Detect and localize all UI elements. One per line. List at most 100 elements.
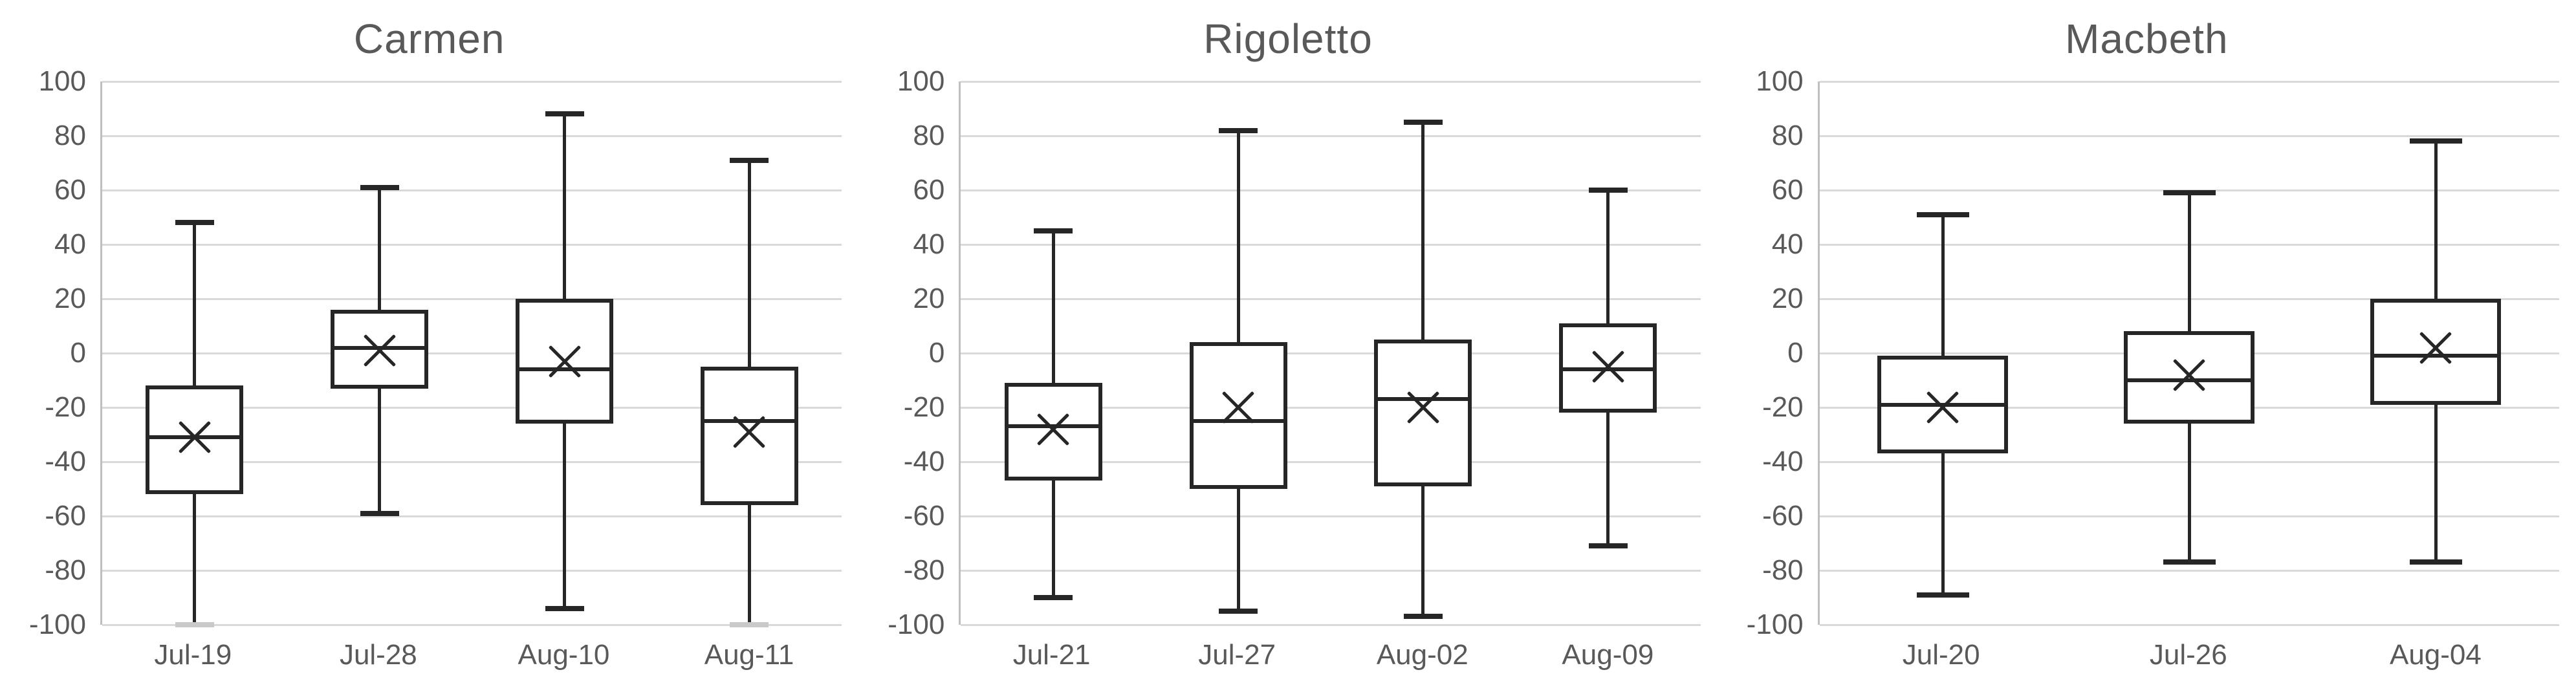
- y-tick-label: -80: [45, 554, 86, 586]
- median-line: [2370, 354, 2502, 358]
- y-tick-label: 40: [54, 228, 86, 260]
- y-tick-label: 100: [897, 65, 945, 97]
- whisker-min-cap: [2409, 559, 2462, 565]
- x-axis-category-label: Jul-26: [2149, 639, 2227, 671]
- y-tick-label: -40: [45, 446, 86, 477]
- x-axis-category-label: Jul-20: [1902, 639, 1980, 671]
- gridline: [102, 81, 842, 83]
- y-axis-tick-labels: 100 80 60 40 20 0 -20 -40 -60 -80 -100: [858, 65, 959, 640]
- whisker-max-cap: [1916, 211, 1969, 217]
- whisker-min-cap: [1588, 543, 1628, 549]
- y-tick-label: 60: [1771, 174, 1804, 206]
- whisker-min-cap: [360, 510, 399, 516]
- gridline: [1819, 81, 2559, 83]
- lower-whisker: [747, 505, 751, 625]
- median-line: [1374, 397, 1472, 402]
- whisker-min-cap: [1219, 609, 1258, 614]
- upper-whisker: [378, 187, 382, 310]
- y-tick-label: 0: [928, 337, 945, 369]
- y-tick-label: -40: [903, 446, 945, 477]
- mean-x-marker: [1925, 389, 1961, 426]
- whisker-max-cap: [1219, 127, 1258, 133]
- mean-x-marker: [1035, 411, 1071, 448]
- upper-whisker: [1421, 122, 1425, 340]
- gridline: [1819, 135, 2559, 137]
- y-tick-label: 20: [913, 283, 945, 314]
- gridline: [961, 407, 1701, 409]
- gridline: [102, 352, 842, 354]
- y-tick-label: 80: [913, 120, 945, 151]
- x-axis-category-label: Jul-28: [339, 639, 417, 671]
- gridline: [961, 244, 1701, 246]
- y-tick-label: -80: [903, 554, 945, 586]
- y-tick-label: 0: [1787, 337, 1804, 369]
- upper-whisker: [563, 114, 567, 299]
- mean-x-marker: [547, 343, 583, 380]
- y-tick-label: -100: [1746, 609, 1804, 640]
- gridline: [961, 570, 1701, 572]
- gridline: [961, 352, 1701, 354]
- whisker-min-cap: [175, 622, 214, 627]
- gridline: [102, 298, 842, 300]
- mean-x-marker: [1590, 349, 1626, 385]
- gridline: [102, 624, 842, 626]
- y-tick-label: 20: [54, 283, 86, 314]
- gridline: [1819, 570, 2559, 572]
- median-line: [1189, 419, 1287, 423]
- mean-x-marker: [177, 419, 213, 455]
- gridline: [102, 461, 842, 463]
- x-axis-category-label: Aug-10: [518, 639, 610, 671]
- y-axis-tick-labels: 100 80 60 40 20 0 -20 -40 -60 -80 -100: [0, 65, 100, 640]
- mean-x-marker: [2171, 357, 2207, 393]
- y-tick-label: 40: [913, 228, 945, 260]
- lower-whisker: [193, 494, 197, 625]
- upper-whisker: [747, 160, 751, 367]
- y-tick-label: 80: [54, 120, 86, 151]
- x-axis-category-label: Aug-11: [704, 639, 794, 671]
- upper-whisker: [1051, 231, 1055, 384]
- mean-x-marker: [362, 332, 398, 369]
- x-axis-labels: Jul-19 Jul-28 Aug-10 Aug-11: [100, 639, 842, 678]
- x-axis-row: Jul-20 Jul-26 Aug-04: [1718, 639, 2576, 678]
- y-tick-label: 0: [70, 337, 86, 369]
- lower-whisker: [2187, 424, 2191, 563]
- y-tick-label: -20: [1762, 391, 1804, 423]
- gridline: [961, 81, 1701, 83]
- x-axis-labels: Jul-20 Jul-26 Aug-04: [1818, 639, 2559, 678]
- x-axis-spacer: [0, 639, 100, 678]
- x-axis-category-label: Aug-04: [2389, 639, 2482, 671]
- box-iqr: [1004, 383, 1102, 481]
- chart-title: Rigoletto: [1203, 16, 1373, 62]
- x-axis-row: Jul-21 Jul-27 Aug-02 Aug-09: [858, 639, 1717, 678]
- whisker-min-cap: [1034, 595, 1073, 600]
- median-line: [700, 419, 798, 423]
- y-tick-label: -60: [45, 500, 86, 532]
- whisker-max-cap: [2163, 190, 2216, 196]
- chart-panel-macbeth: Macbeth 100 80 60 40 20 0 -20 -40 -60 -80 -100 Jul…: [1718, 0, 2576, 692]
- y-tick-label: -40: [1762, 446, 1804, 477]
- whisker-max-cap: [730, 157, 769, 163]
- whisker-min-cap: [545, 605, 584, 611]
- box-iqr: [1189, 342, 1287, 489]
- gridline: [961, 624, 1701, 626]
- lower-whisker: [2434, 404, 2438, 563]
- plot-area: [959, 81, 1701, 626]
- chart-body: 100 80 60 40 20 0 -20 -40 -60 -80 -100: [0, 65, 858, 640]
- whisker-max-cap: [545, 111, 584, 117]
- upper-whisker: [2434, 141, 2438, 299]
- whisker-min-cap: [1916, 592, 1969, 598]
- y-tick-label: -60: [1762, 500, 1804, 532]
- mean-x-marker: [1220, 389, 1256, 426]
- y-tick-label: -60: [903, 500, 945, 532]
- y-tick-label: 60: [54, 174, 86, 206]
- lower-whisker: [378, 388, 382, 514]
- x-axis-labels: Jul-21 Jul-27 Aug-02 Aug-09: [959, 639, 1700, 678]
- chart-title: Macbeth: [2065, 16, 2229, 62]
- x-axis-row: Jul-19 Jul-28 Aug-10 Aug-11: [0, 639, 858, 678]
- median-line: [2124, 378, 2255, 382]
- whisker-max-cap: [1588, 188, 1628, 193]
- x-axis-spacer: [1718, 639, 1818, 678]
- plot-area: [100, 81, 842, 627]
- whisker-max-cap: [360, 184, 399, 190]
- mean-x-marker: [731, 414, 767, 450]
